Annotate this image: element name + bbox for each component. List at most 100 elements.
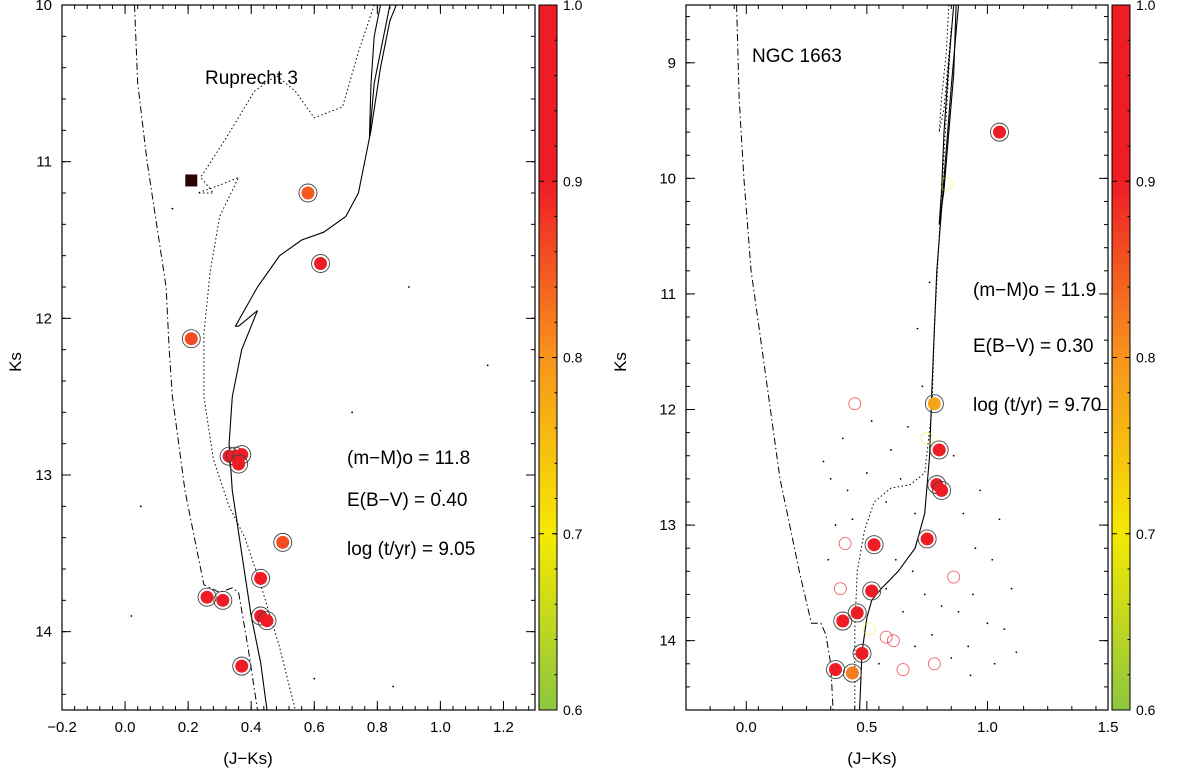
field-star-point xyxy=(834,524,837,526)
field-star-point xyxy=(351,411,354,414)
non-member-circle xyxy=(947,570,961,584)
member-ring xyxy=(251,568,271,588)
member-stars xyxy=(181,174,331,676)
isochrone-lines xyxy=(134,5,397,710)
member-dot xyxy=(935,483,949,497)
member-ring xyxy=(213,590,233,610)
member-ring xyxy=(990,122,1009,142)
member-dot xyxy=(845,666,859,680)
member-ring xyxy=(924,394,944,414)
y-tick-label: 14 xyxy=(35,624,52,641)
member-dot xyxy=(235,659,249,673)
reference-star-square xyxy=(185,174,198,187)
field-star-point xyxy=(1003,628,1006,630)
non-member-circle xyxy=(848,397,862,411)
member-star xyxy=(847,603,867,623)
y-tick-label: 13 xyxy=(35,467,52,484)
age-label: log (t/yr) = 9.70 xyxy=(973,395,1101,416)
member-dot xyxy=(184,332,198,346)
field-star-point xyxy=(392,685,394,688)
y-tick-label: 12 xyxy=(35,310,52,327)
member-dot xyxy=(932,443,946,457)
plot-frame xyxy=(685,4,1109,711)
panel-ngc-1663: 0.0 0.5 1.0 1.5 9 10 11 12 13 14 NGC 1663 (m−M)o … xyxy=(611,0,1156,768)
non-member-circle xyxy=(838,537,852,551)
field-star-point xyxy=(911,570,914,573)
member-star xyxy=(257,611,277,631)
field-star-point xyxy=(993,662,996,665)
zams-dash-dot xyxy=(134,5,258,710)
field-star-point xyxy=(139,505,142,508)
member-star xyxy=(852,643,872,663)
member-dot xyxy=(992,125,1006,139)
x-axis-title: (J−Ks) xyxy=(847,749,897,768)
x-axis-title: (J−Ks) xyxy=(223,749,273,768)
x-tick-label: 1.0 xyxy=(977,719,998,736)
isochrone-lines xyxy=(736,5,960,710)
member-dot xyxy=(200,590,214,604)
member-ring xyxy=(862,581,882,601)
y-tick-label: 13 xyxy=(659,517,676,534)
member-ring xyxy=(232,656,252,676)
member-ring xyxy=(311,254,331,273)
field-stars xyxy=(130,207,489,688)
member-dot xyxy=(301,186,315,200)
field-star-point xyxy=(894,558,897,561)
member-star xyxy=(251,568,271,588)
field-star-point xyxy=(969,674,972,677)
member-dot xyxy=(232,457,246,471)
member-ring xyxy=(181,329,201,349)
reddening-label: E(B−V) = 0.30 xyxy=(973,336,1093,357)
x-tick-label: 0.2 xyxy=(178,719,199,736)
member-star xyxy=(833,611,853,631)
y-tick-label: 14 xyxy=(659,633,676,650)
member-ring xyxy=(864,535,884,555)
field-star-point xyxy=(1010,587,1013,590)
isochrone-dotted xyxy=(197,5,375,710)
field-star-point xyxy=(890,449,892,451)
colorbar-tick-label: 0.6 xyxy=(563,702,583,718)
member-ring xyxy=(197,587,217,607)
member-dot xyxy=(920,532,934,546)
member-star xyxy=(842,663,862,683)
member-dot xyxy=(865,584,879,598)
isochrone-dotted xyxy=(854,5,952,710)
faint-candidate-circle xyxy=(862,622,876,636)
x-tick-label: 0.8 xyxy=(367,719,388,736)
colorbar-tick-label: 0.9 xyxy=(1136,173,1156,189)
zams-dash-dot xyxy=(736,5,834,710)
field-star-point xyxy=(313,677,316,680)
faint-candidate-circle xyxy=(920,432,934,445)
isochrone-solid xyxy=(938,5,957,225)
y-tick-label: 11 xyxy=(36,154,52,171)
y-tick-label: 10 xyxy=(659,170,676,187)
colorbar-tick-label: 0.8 xyxy=(563,350,583,366)
member-stars xyxy=(826,122,1009,683)
member-star xyxy=(213,590,233,610)
member-dot xyxy=(927,397,941,411)
member-dot xyxy=(836,614,850,628)
colorbar-tick-label: 1.0 xyxy=(563,0,583,13)
field-star-point xyxy=(851,518,854,521)
field-stars xyxy=(822,177,1018,677)
field-star-point xyxy=(822,460,825,463)
member-dot xyxy=(829,663,843,677)
cluster-title: Ruprecht 3 xyxy=(205,68,298,89)
field-star-point xyxy=(899,477,902,480)
member-star xyxy=(990,122,1009,142)
member-ring xyxy=(833,611,853,631)
field-star-point xyxy=(827,558,830,561)
field-star-point xyxy=(967,645,970,648)
field-star-point xyxy=(885,587,888,590)
probability-colorbar: 0.6 0.7 0.8 0.9 1.0 xyxy=(1111,0,1156,718)
field-star-point xyxy=(972,593,974,596)
field-star-point xyxy=(923,593,926,596)
member-ring xyxy=(842,663,862,683)
member-star xyxy=(311,254,331,273)
y-tick-label: 11 xyxy=(660,286,676,303)
y-tick-label: 12 xyxy=(659,402,676,419)
cluster-title: NGC 1663 xyxy=(752,46,842,67)
member-dot xyxy=(216,593,230,607)
non-member-circle xyxy=(896,663,910,676)
isochrone-solid xyxy=(228,5,397,710)
